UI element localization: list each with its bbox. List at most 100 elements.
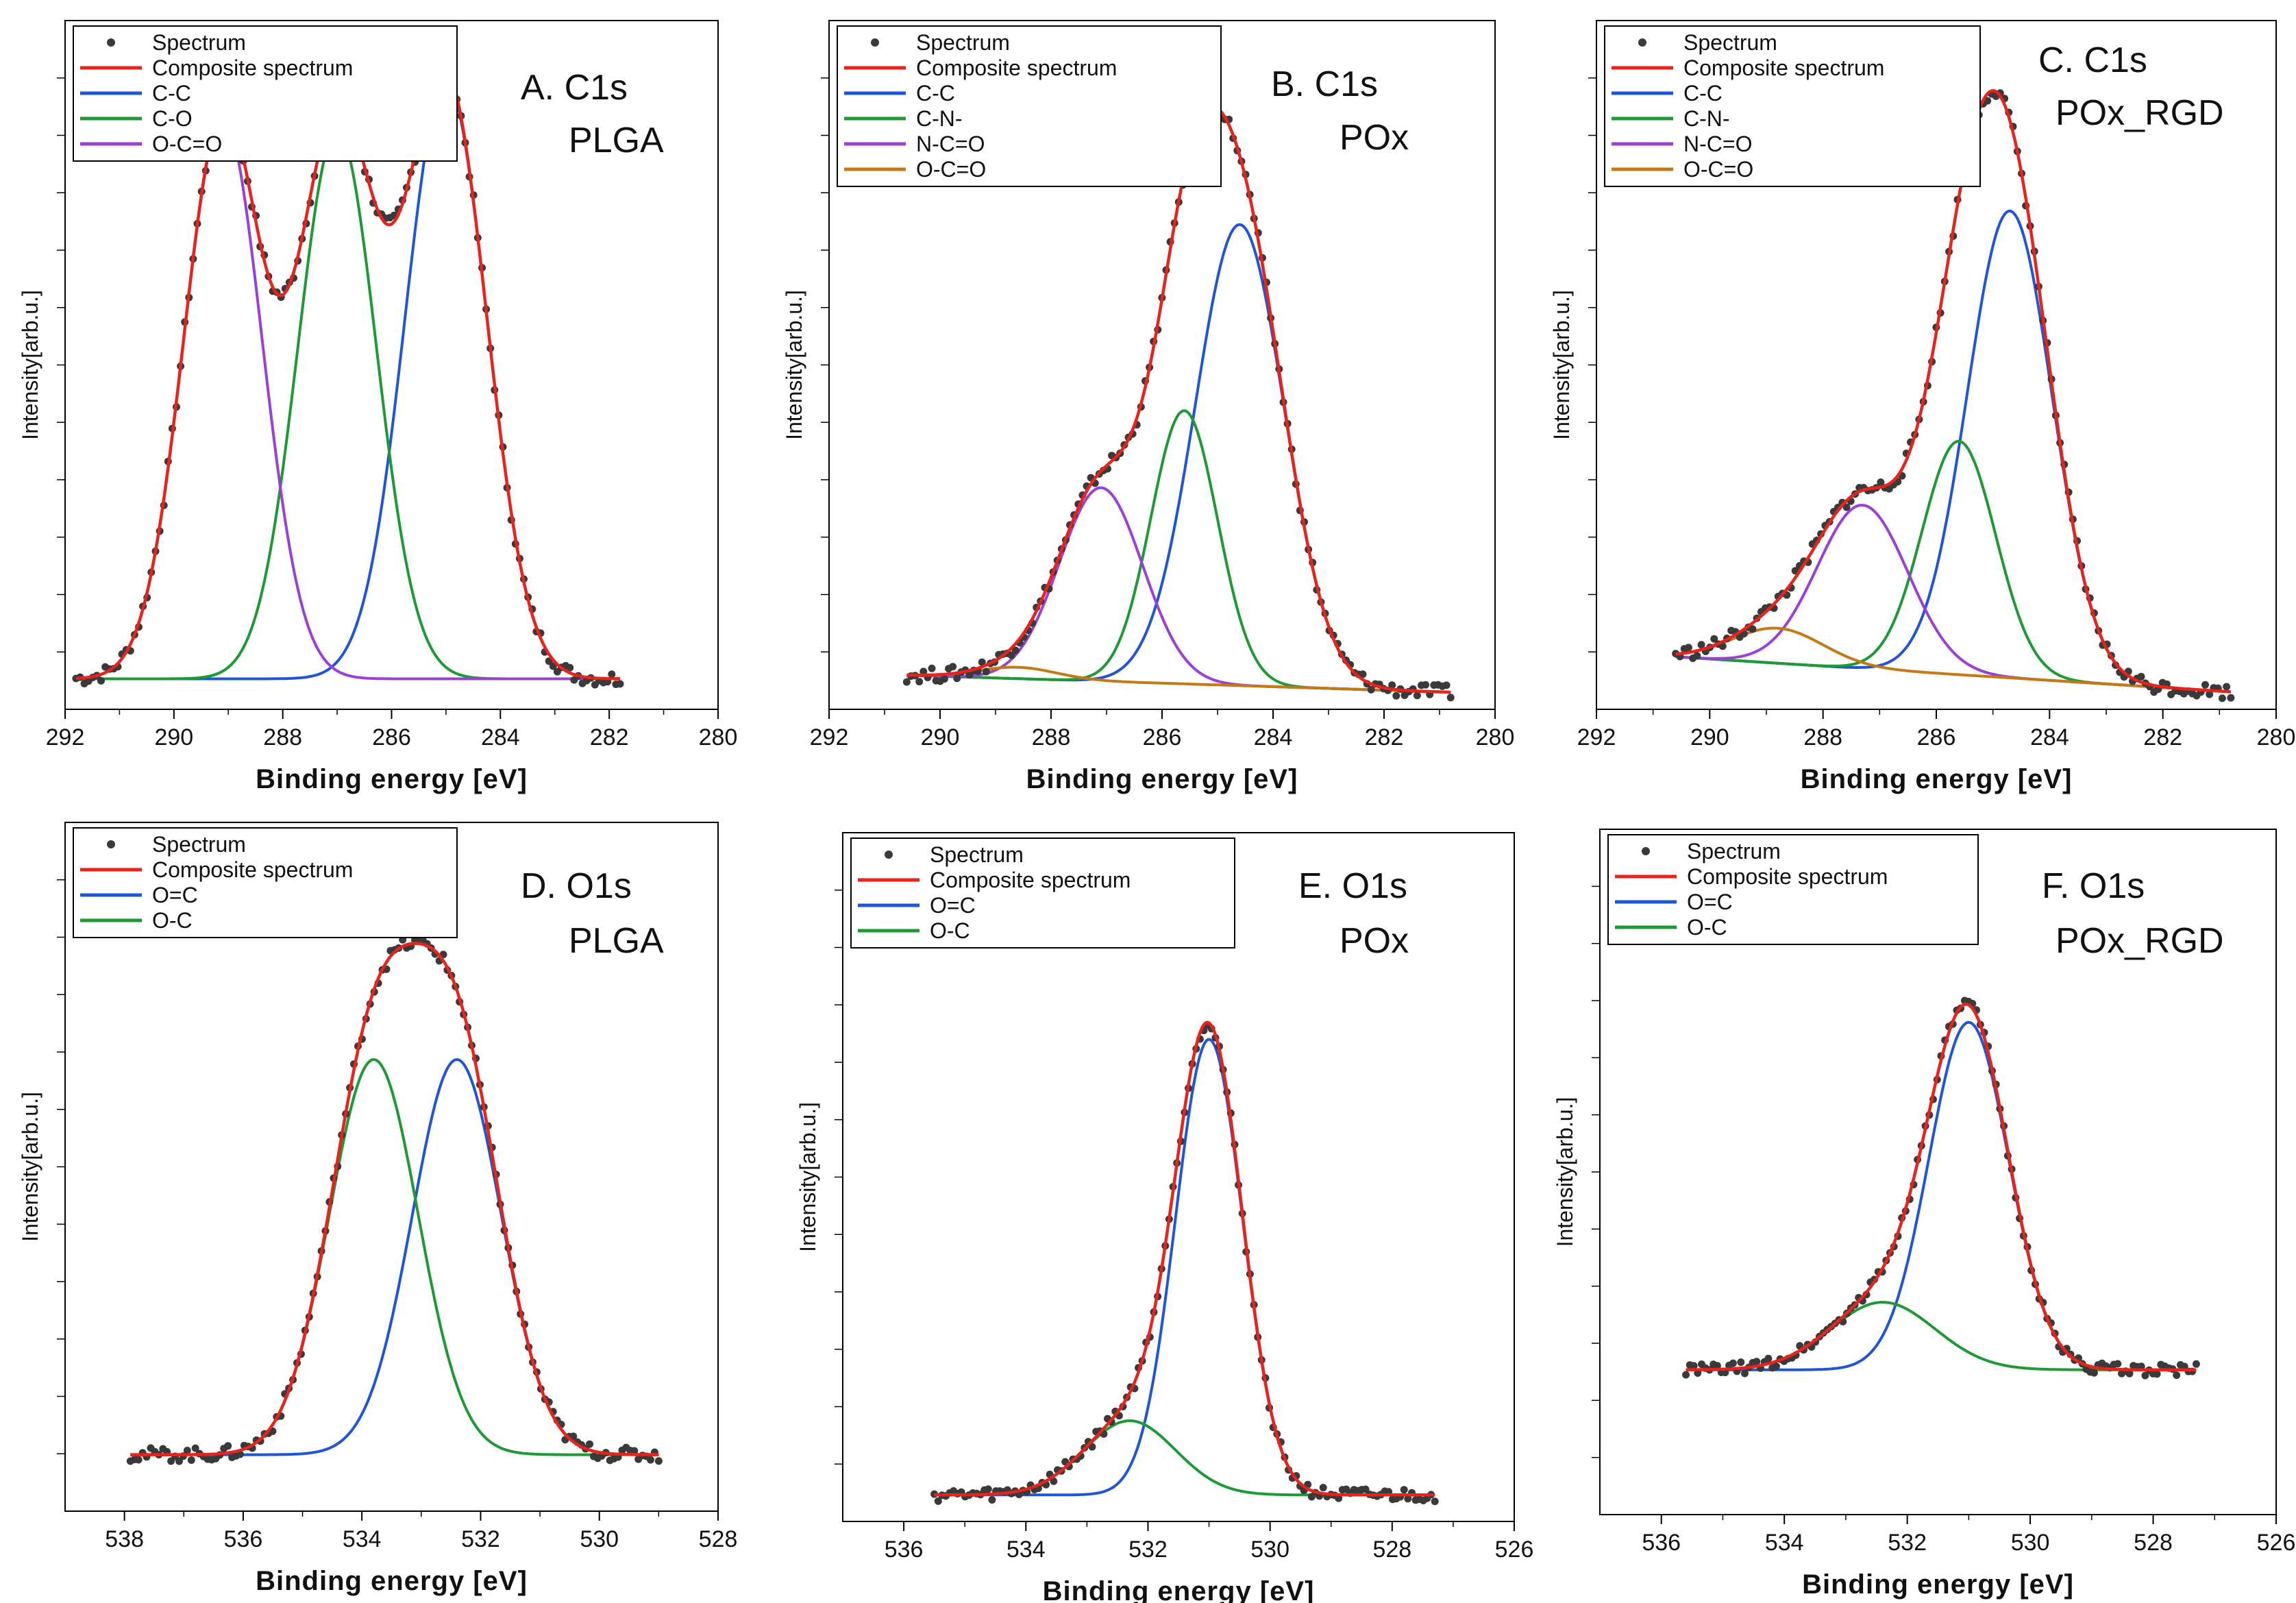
x-tick-label: 288: [1032, 724, 1071, 750]
spectrum-point: [1764, 1354, 1773, 1362]
x-tick-label: 280: [1476, 724, 1515, 750]
spectrum-point: [2114, 1360, 2122, 1368]
legend-entry: Composite spectrum: [916, 56, 1117, 80]
x-tick-label: 282: [2143, 724, 2182, 750]
y-axis-title: Intensity[arb.u.]: [18, 1092, 42, 1242]
legend-entry: C-N-: [1683, 106, 1730, 131]
x-tick-label: 292: [810, 724, 849, 750]
spectrum-point: [1050, 1477, 1058, 1485]
spectrum-points: [902, 101, 1455, 702]
panel-title: A. C1s: [521, 68, 628, 108]
spectrum-point: [1359, 670, 1367, 678]
spectrum-point: [1335, 1494, 1343, 1502]
x-tick-label: 534: [343, 1526, 382, 1552]
spectrum-point: [1431, 1497, 1439, 1506]
panel-title: D. O1s: [521, 866, 632, 906]
x-tick-label: 290: [921, 724, 960, 750]
spectrum-point: [134, 1456, 143, 1464]
spectrum-point: [2206, 690, 2214, 698]
spectrum-point: [586, 1440, 593, 1448]
legend-entry: O=C: [152, 883, 198, 907]
spectrum-point: [1693, 652, 1701, 660]
spectrum-point: [949, 663, 957, 671]
spectrum-point: [1713, 1362, 1721, 1370]
spectrum-point: [1319, 1484, 1327, 1492]
x-tick-label: 284: [1254, 724, 1293, 750]
y-axis-title: Intensity[arb.u.]: [1549, 290, 1574, 440]
spectrum-point: [2218, 694, 2226, 702]
legend-entry: O-C: [152, 908, 193, 933]
spectrum-point: [1697, 641, 1705, 649]
panel-subtitle: POx: [1340, 921, 1409, 961]
x-tick-label: 292: [1577, 724, 1616, 750]
x-tick-label: 286: [1917, 724, 1956, 750]
composite-spectrum-line: [1686, 1003, 2197, 1371]
spectrum-point: [1737, 1358, 1745, 1367]
y-axis-title: Intensity[arb.u.]: [782, 290, 806, 440]
panel-f: 536 534 532 530 528 526 Binding energy [eV] Int…: [1553, 829, 2295, 1600]
legend-marker-spectrum: [1642, 847, 1650, 855]
spectrum-point: [1690, 1362, 1698, 1370]
spectrum-point: [654, 1457, 663, 1465]
legend-entry: O-C: [1687, 915, 1727, 940]
y-axis-title: Intensity[arb.u.]: [795, 1102, 820, 1252]
panel-subtitle: POx_RGD: [2056, 93, 2224, 133]
y-axis-title: Intensity[arb.u.]: [18, 290, 42, 440]
spectrum-point: [2137, 672, 2145, 681]
spectrum-point: [1446, 694, 1455, 702]
spectrum-point: [1842, 503, 1851, 511]
legend-entry: C-C: [916, 81, 955, 106]
spectrum-point: [2192, 1360, 2200, 1368]
x-axis-title: Binding energy [eV]: [1801, 764, 2073, 794]
spectrum-point: [175, 1457, 183, 1465]
spectrum-point: [183, 1447, 191, 1454]
x-tick-label: 538: [105, 1526, 144, 1552]
spectrum-point: [616, 680, 624, 688]
x-tick-label: 530: [580, 1526, 619, 1552]
spectrum-point: [1684, 644, 1692, 652]
spectrum-point: [224, 1442, 232, 1450]
component-line-o-c: [1686, 1020, 2197, 1371]
spectrum-point: [919, 668, 928, 676]
legend-entry: O-C: [930, 918, 970, 943]
x-tick-label: 280: [699, 724, 738, 750]
legend-entry: Spectrum: [152, 832, 246, 857]
spectrum-point: [1729, 1359, 1737, 1367]
x-axis-title: Binding energy [eV]: [1043, 1576, 1315, 1603]
spectrum-point: [1011, 646, 1020, 654]
spectrum-point: [978, 658, 986, 666]
x-tick-label: 526: [1495, 1537, 1534, 1563]
x-tick-label: 528: [1372, 1537, 1411, 1563]
spectrum-point: [1682, 1371, 1690, 1379]
spectrum-point: [1367, 685, 1375, 694]
panel-subtitle: POx_RGD: [2056, 921, 2224, 961]
spectrum-point: [2125, 1369, 2134, 1378]
spectrum-point: [1749, 625, 1757, 633]
x-tick-label: 536: [885, 1537, 924, 1563]
panel-title: B. C1s: [1271, 64, 1378, 104]
x-tick-label: 286: [372, 724, 411, 750]
legend-marker-spectrum: [885, 851, 893, 859]
legend-entry: N-C=O: [1683, 132, 1752, 156]
legend-entry: Spectrum: [1683, 30, 1777, 55]
spectrum-point: [1400, 1486, 1408, 1494]
x-tick-label: 290: [154, 724, 193, 750]
legend-entry: Spectrum: [916, 30, 1010, 55]
x-tick-label: 290: [1690, 724, 1729, 750]
x-tick-label: 534: [1007, 1537, 1046, 1563]
spectrum-point: [1442, 681, 1451, 689]
spectrum-point: [1404, 1495, 1412, 1503]
x-tick-label: 280: [2257, 724, 2296, 750]
spectrum-point: [569, 1432, 578, 1441]
spectrum-point: [988, 1496, 996, 1504]
y-axis-title: Intensity[arb.u.]: [1553, 1097, 1577, 1247]
legend-entry: C-C: [152, 81, 191, 106]
spectrum-point: [2173, 1371, 2181, 1380]
x-tick-label: 284: [481, 724, 520, 750]
spectrum-point: [982, 668, 990, 676]
legend-entry: O-C=O: [1683, 157, 1753, 182]
panel-title: F. O1s: [2042, 866, 2145, 906]
